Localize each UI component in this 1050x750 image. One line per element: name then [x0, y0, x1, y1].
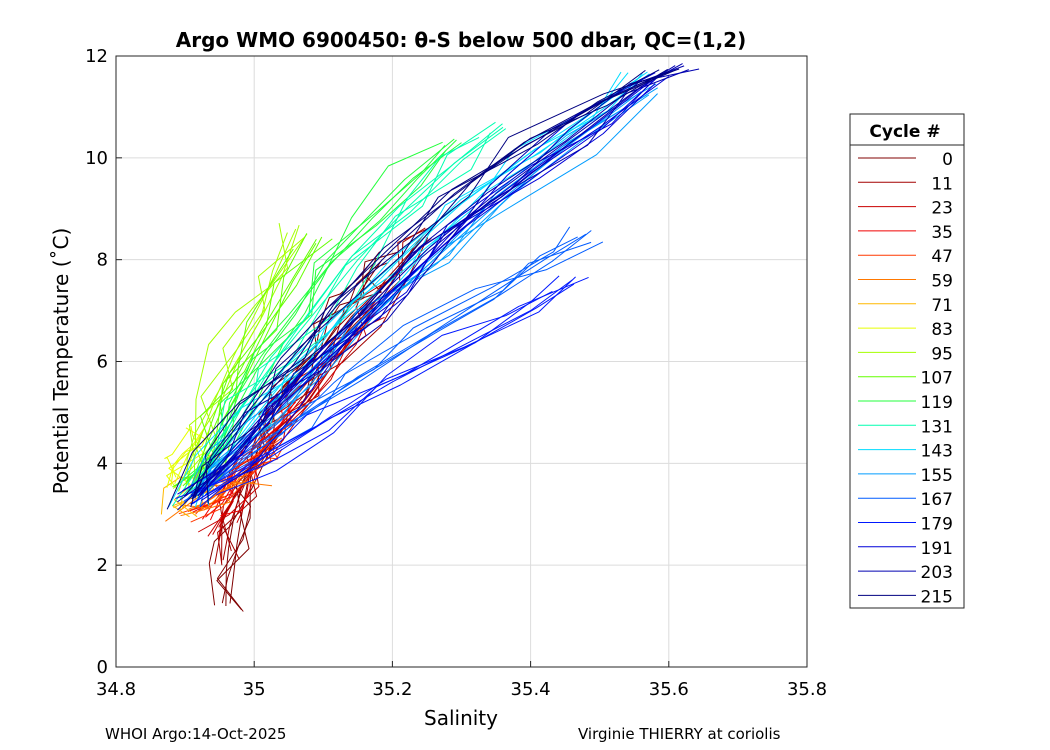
- x-tick-label: 35.8: [787, 679, 827, 700]
- series-18: [166, 68, 680, 510]
- legend-label: 11: [931, 174, 953, 194]
- legend-label: 203: [921, 563, 953, 583]
- legend-label: 155: [921, 466, 953, 486]
- legend-label: 131: [921, 417, 953, 437]
- series-line: [185, 93, 658, 496]
- series-line: [166, 69, 646, 510]
- series-line: [199, 65, 685, 496]
- series-11: [171, 121, 507, 507]
- x-tick-label: 35.2: [372, 679, 412, 700]
- series-line: [188, 128, 507, 491]
- legend-label: 47: [931, 247, 953, 267]
- legend-label: 71: [931, 296, 953, 316]
- legend-entries: 0 11 23 35 47 59 71 83 95 107 119 131 143 155 167 179 19…: [858, 150, 953, 607]
- series-line: [204, 226, 571, 496]
- y-tick-label: 0: [97, 657, 108, 678]
- footer-date: WHOI Argo:14-Oct-2025: [105, 725, 287, 743]
- legend-label: 107: [921, 369, 953, 389]
- series-line: [216, 251, 399, 611]
- chart-title: Argo WMO 6900450: θ-S below 500 dbar, QC…: [176, 28, 746, 52]
- legend-label: 191: [921, 539, 953, 559]
- series-line: [207, 306, 374, 537]
- legend-label: 215: [921, 587, 953, 607]
- x-tick-label: 35.4: [511, 679, 551, 700]
- legend-label: 59: [931, 272, 953, 292]
- y-axis-label: Potential Temperature (˚C): [49, 228, 73, 495]
- series-line: [177, 72, 664, 511]
- legend-label: 23: [931, 199, 953, 219]
- series-line: [183, 230, 592, 503]
- series-line: [197, 68, 700, 497]
- series-line: [183, 241, 592, 502]
- legend-label: 179: [921, 515, 953, 535]
- series-line: [177, 69, 689, 503]
- series-line: [205, 68, 680, 504]
- series-line: [196, 236, 323, 496]
- legend: Cycle # 0 11 23 35 47 59 71 83 95 107 119 131 143 155…: [849, 113, 965, 609]
- y-tick-label: 10: [85, 148, 108, 169]
- x-tick-label: 35: [243, 679, 266, 700]
- series-line: [222, 233, 428, 561]
- legend-label: 167: [921, 490, 953, 510]
- series-line: [175, 275, 560, 499]
- series-line: [186, 232, 288, 493]
- series-line: [187, 395, 292, 512]
- x-tick-label: 35.6: [649, 679, 689, 700]
- series-line: [216, 290, 553, 496]
- tick-layer: 34.8 35 35.2 35.4 35.6 35.8 0 2 4 6 8 10 12: [85, 46, 827, 700]
- series-line: [191, 70, 670, 500]
- y-tick-label: 4: [97, 453, 108, 474]
- series-line: [208, 241, 604, 488]
- series-line: [177, 83, 656, 495]
- y-tick-label: 12: [85, 46, 108, 67]
- y-tick-label: 6: [97, 352, 108, 373]
- y-tick-label: 8: [97, 250, 108, 271]
- series-line: [210, 248, 294, 488]
- series-line: [164, 428, 191, 478]
- legend-label: 0: [942, 150, 953, 170]
- series-line: [191, 126, 504, 495]
- series-line: [191, 63, 683, 500]
- y-tick-label: 2: [97, 555, 108, 576]
- footer-author: Virginie THIERRY at coriolis: [578, 725, 781, 743]
- series-line: [191, 233, 587, 500]
- legend-label: 83: [931, 320, 953, 340]
- x-axis-label: Salinity: [424, 706, 498, 730]
- series-line: [199, 276, 576, 508]
- series-layer: [160, 63, 700, 612]
- series-line: [168, 427, 207, 486]
- legend-label: 143: [921, 442, 953, 462]
- legend-label: 35: [931, 223, 953, 243]
- series-line: [190, 276, 589, 497]
- x-tick-label: 34.8: [96, 679, 136, 700]
- series-line: [190, 283, 575, 505]
- series-line: [207, 83, 657, 503]
- series-line: [200, 72, 656, 502]
- legend-label: 95: [931, 344, 953, 364]
- series-line: [193, 141, 443, 495]
- series-10: [175, 138, 462, 495]
- legend-label: 119: [921, 393, 953, 413]
- series-line: [171, 136, 480, 507]
- legend-box: [849, 113, 965, 609]
- legend-title: Cycle #: [869, 122, 940, 142]
- series-line: [194, 69, 677, 499]
- series-17: [177, 63, 700, 511]
- series-line: [178, 224, 300, 492]
- series-line: [191, 73, 650, 500]
